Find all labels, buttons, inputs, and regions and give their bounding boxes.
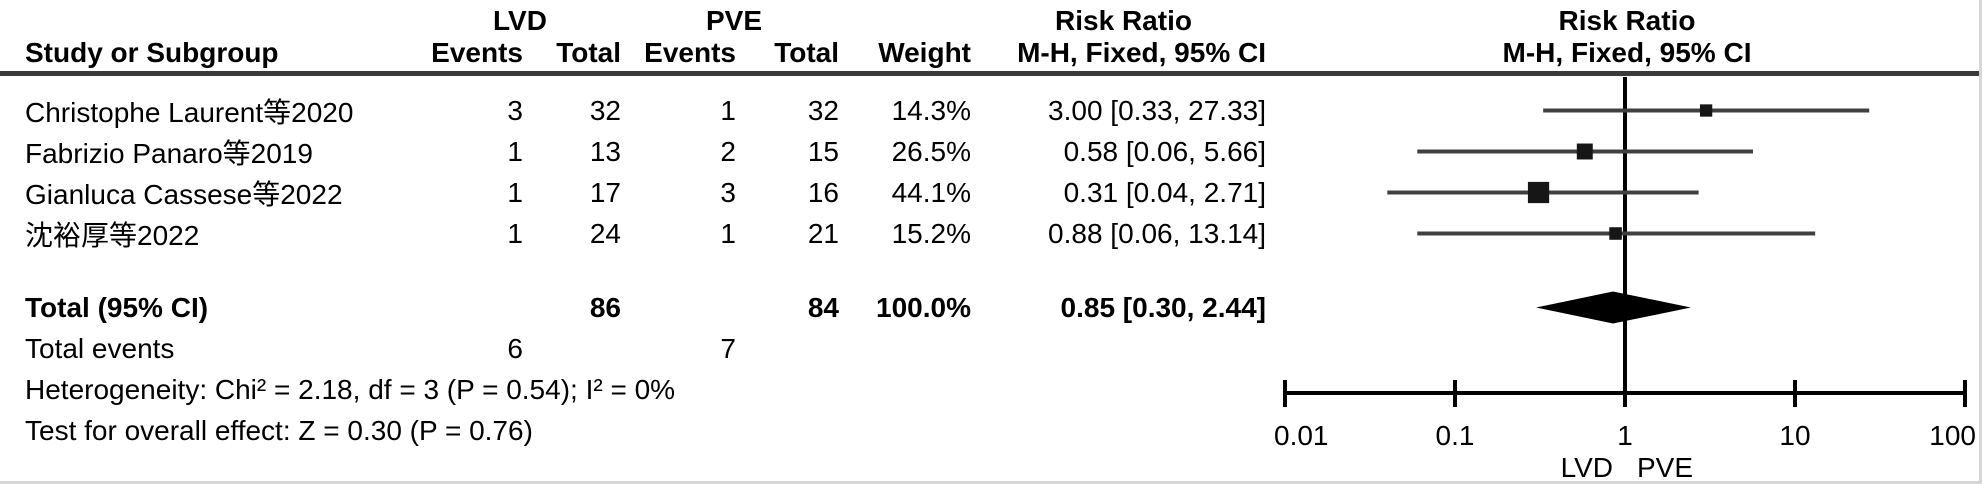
risk-ratio-ci-value: 3.00 [0.33, 27.33] [1048, 94, 1266, 126]
header-group-pve: PVE [705, 5, 763, 36]
effect-square [1576, 143, 1593, 160]
effect-square [1699, 104, 1713, 117]
col-pve-events: Events [644, 37, 736, 68]
axis-tick-label: 100 [1929, 420, 1976, 451]
header-underline [0, 71, 1979, 76]
study-label: Christophe Laurent等2020 [25, 96, 354, 128]
summary-diamond [1536, 291, 1691, 324]
pve-events-value: 3 [720, 176, 736, 208]
weight-value: 15.2% [891, 217, 971, 249]
col-study-or-subgroup: Study or Subgroup [25, 37, 279, 68]
lvd-events-value: 1 [507, 135, 523, 167]
total-events-pve: 7 [720, 332, 736, 364]
total-row: Total (95% CI) 86 84 100.0% 0.85 [0.30, … [0, 287, 1979, 328]
axis-label-pve: PVE [1637, 452, 1693, 483]
header-risk-ratio-plot: Risk Ratio [1558, 5, 1696, 36]
lvd-events-value: 3 [507, 94, 523, 126]
total-label: Total (95% CI) [25, 291, 209, 323]
lvd-total-value: 13 [589, 135, 621, 167]
total-lvd-total: 86 [589, 291, 621, 323]
col-lvd-total: Total [556, 37, 621, 68]
lvd-total-value: 32 [589, 94, 621, 126]
total-weight: 100.0% [876, 291, 971, 323]
lvd-total-value: 24 [589, 217, 621, 249]
risk-ratio-ci-value: 0.31 [0.04, 2.71] [1063, 176, 1266, 208]
pve-events-value: 2 [720, 135, 736, 167]
overall-effect-text: Test for overall effect: Z = 0.30 (P = 0… [25, 415, 533, 446]
col-lvd-events: Events [431, 37, 523, 68]
pve-total-value: 32 [807, 94, 839, 126]
study-label: Gianluca Cassese等2022 [25, 178, 343, 210]
study-rows: Christophe Laurent等2020 3 32 1 32 14.3% … [0, 90, 1979, 254]
risk-ratio-ci-value: 0.58 [0.06, 5.66] [1063, 135, 1266, 167]
header-columns-row: Study or Subgroup Events Total Events To… [0, 37, 1979, 69]
effect-square [1609, 227, 1622, 240]
pve-events-value: 1 [720, 94, 736, 126]
header-group-lvd: LVD [493, 5, 547, 36]
axis-tick-label: 0.01 [1274, 420, 1329, 451]
col-pve-total: Total [774, 37, 839, 68]
col-weight: Weight [878, 37, 971, 68]
total-events-row: Total events 6 7 [0, 328, 1979, 369]
axis-tick-label: 10 [1779, 420, 1810, 451]
lvd-events-value: 1 [507, 176, 523, 208]
pve-events-value: 1 [720, 217, 736, 249]
total-events-lvd: 6 [507, 332, 523, 364]
total-risk-ratio-ci: 0.85 [0.30, 2.44] [1060, 291, 1266, 323]
lvd-events-value: 1 [507, 217, 523, 249]
table-row: Fabrizio Panaro等2019 1 13 2 15 26.5% 0.5… [0, 131, 1979, 172]
study-label: 沈裕厚等2022 [25, 219, 200, 251]
study-label: Fabrizio Panaro等2019 [25, 137, 313, 169]
pve-total-value: 16 [807, 176, 839, 208]
pve-total-value: 15 [807, 135, 839, 167]
weight-value: 44.1% [891, 176, 971, 208]
effect-square [1527, 181, 1550, 204]
heterogeneity-text: Heterogeneity: Chi² = 2.18, df = 3 (P = … [25, 374, 676, 405]
axis-tick-label: 1 [1617, 420, 1633, 451]
col-mh-fixed-ci-text: M-H, Fixed, 95% CI [1017, 37, 1266, 68]
axis-tick-label: 0.1 [1436, 420, 1475, 451]
col-mh-fixed-ci-plot: M-H, Fixed, 95% CI [1502, 37, 1752, 68]
lvd-total-value: 17 [589, 176, 621, 208]
forest-plot-graphic: 0.01 0.1 1 10 100 LVD PVE [1274, 77, 1976, 483]
header-risk-ratio-text: Risk Ratio [1055, 5, 1192, 36]
table-row: 沈裕厚等2022 1 24 1 21 15.2% 0.88 [0.06, 13.… [0, 213, 1979, 254]
risk-ratio-ci-value: 0.88 [0.06, 13.14] [1048, 217, 1266, 249]
pve-total-value: 21 [807, 217, 839, 249]
header-group-row: LVD PVE Risk Ratio Risk Ratio [0, 5, 1979, 37]
weight-value: 26.5% [891, 135, 971, 167]
weight-value: 14.3% [891, 94, 971, 126]
axis-label-lvd: LVD [1561, 452, 1613, 483]
table-row: Christophe Laurent等2020 3 32 1 32 14.3% … [0, 90, 1979, 131]
total-pve-total: 84 [807, 291, 839, 323]
table-row: Gianluca Cassese等2022 1 17 3 16 44.1% 0.… [0, 172, 1979, 213]
total-events-label: Total events [25, 332, 175, 364]
